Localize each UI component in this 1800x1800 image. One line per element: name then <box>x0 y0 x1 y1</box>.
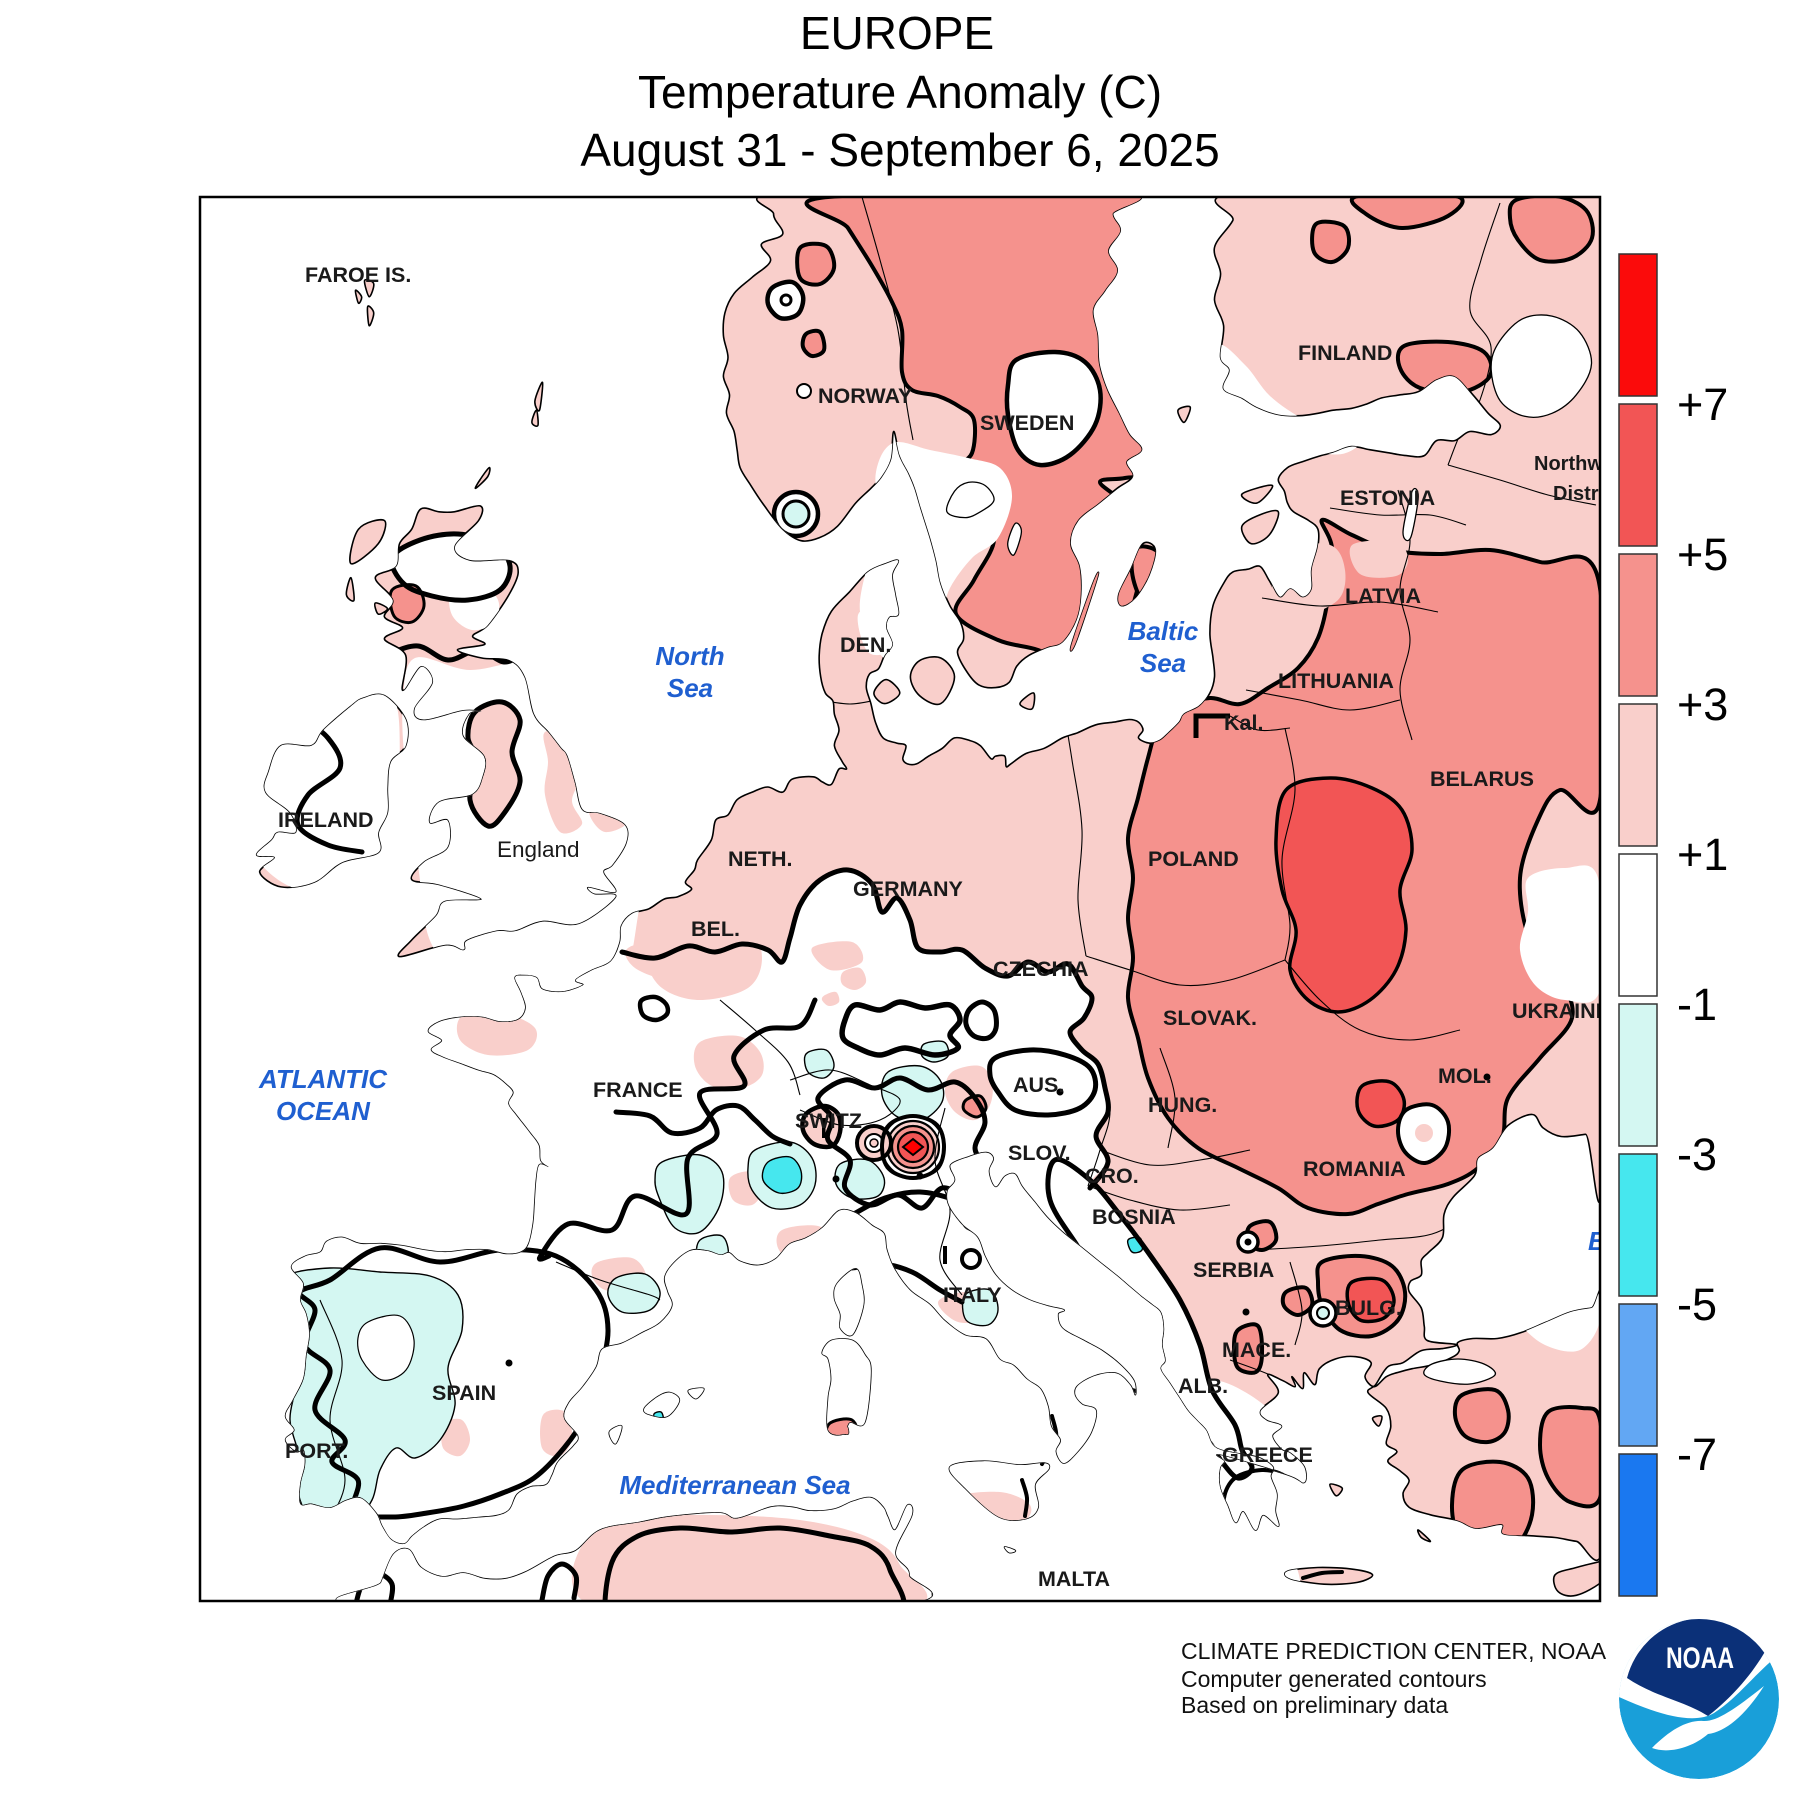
svg-text:EUROPE: EUROPE <box>800 7 994 59</box>
svg-text:+7: +7 <box>1677 379 1728 430</box>
svg-text:GREECE: GREECE <box>1222 1443 1313 1467</box>
svg-text:Computer generated contours: Computer generated contours <box>1181 1666 1487 1692</box>
svg-text:-3: -3 <box>1677 1129 1717 1180</box>
svg-text:FINLAND: FINLAND <box>1298 341 1392 365</box>
svg-text:-1: -1 <box>1677 979 1717 1030</box>
svg-text:Temperature Anomaly (C): Temperature Anomaly (C) <box>638 66 1162 118</box>
svg-text:SLOVAK.: SLOVAK. <box>1163 1006 1257 1030</box>
svg-text:B: B <box>1588 1226 1607 1256</box>
svg-text:IRELAND: IRELAND <box>278 808 374 832</box>
svg-text:-5: -5 <box>1677 1279 1717 1330</box>
svg-text:BEL.: BEL. <box>691 917 740 941</box>
svg-text:England: England <box>497 837 580 862</box>
svg-text:ALB.: ALB. <box>1178 1374 1228 1398</box>
svg-text:OCEAN: OCEAN <box>276 1096 371 1126</box>
svg-text:ROMANIA: ROMANIA <box>1303 1157 1406 1181</box>
svg-text:+1: +1 <box>1677 829 1728 880</box>
svg-text:BULG.: BULG. <box>1335 1296 1402 1320</box>
svg-text:CLIMATE PREDICTION CENTER, NOA: CLIMATE PREDICTION CENTER, NOAA <box>1181 1638 1607 1664</box>
svg-text:CZECHIA: CZECHIA <box>993 957 1089 981</box>
svg-text:ITALY: ITALY <box>943 1283 1002 1307</box>
svg-text:Mediterranean Sea: Mediterranean Sea <box>619 1470 850 1500</box>
svg-text:SPAIN: SPAIN <box>432 1381 496 1405</box>
svg-text:LATVIA: LATVIA <box>1345 584 1421 608</box>
svg-text:+5: +5 <box>1677 529 1728 580</box>
svg-text:NETH.: NETH. <box>728 847 793 871</box>
svg-text:POLAND: POLAND <box>1148 847 1239 871</box>
svg-text:SWITZ: SWITZ <box>795 1109 862 1133</box>
svg-text:SLOV.: SLOV. <box>1008 1141 1071 1165</box>
svg-text:AUS.: AUS. <box>1013 1073 1064 1097</box>
svg-text:BELARUS: BELARUS <box>1430 767 1534 791</box>
svg-text:Sea: Sea <box>1140 648 1186 678</box>
svg-text:-7: -7 <box>1677 1429 1717 1480</box>
svg-text:HUNG.: HUNG. <box>1148 1093 1217 1117</box>
svg-text:Kal.: Kal. <box>1224 711 1263 735</box>
svg-text:NOAA: NOAA <box>1666 1642 1734 1675</box>
svg-text:MALTA: MALTA <box>1038 1567 1110 1591</box>
svg-text:GERMANY: GERMANY <box>853 877 963 901</box>
svg-text:FAROE IS.: FAROE IS. <box>305 263 411 287</box>
svg-text:Distri: Distri <box>1553 483 1604 505</box>
svg-text:SERBIA: SERBIA <box>1193 1258 1274 1282</box>
svg-text:ESTONIA: ESTONIA <box>1340 486 1435 510</box>
svg-text:Baltic: Baltic <box>1128 616 1199 646</box>
svg-text:CRO.: CRO. <box>1085 1164 1139 1188</box>
svg-text:UKRAINE: UKRAINE <box>1512 999 1610 1023</box>
svg-text:Sea: Sea <box>667 673 713 703</box>
svg-text:Based on preliminary data: Based on preliminary data <box>1181 1692 1448 1718</box>
svg-text:MACE.: MACE. <box>1222 1338 1291 1362</box>
svg-text:SWEDEN: SWEDEN <box>980 411 1074 435</box>
svg-text:DEN.: DEN. <box>840 633 891 657</box>
svg-text:August 31 - September 6, 2025: August 31 - September 6, 2025 <box>580 124 1219 176</box>
svg-text:North: North <box>655 641 724 671</box>
svg-text:FRANCE: FRANCE <box>593 1078 683 1102</box>
svg-text:ATLANTIC: ATLANTIC <box>258 1064 388 1094</box>
svg-text:LITHUANIA: LITHUANIA <box>1278 669 1394 693</box>
svg-text:PORT.: PORT. <box>285 1439 348 1463</box>
svg-text:Northw: Northw <box>1534 453 1603 475</box>
svg-text:MOL.: MOL. <box>1438 1064 1492 1088</box>
svg-text:+3: +3 <box>1677 679 1728 730</box>
svg-text:BOSNIA: BOSNIA <box>1092 1205 1176 1229</box>
svg-text:NORWAY: NORWAY <box>818 384 912 408</box>
